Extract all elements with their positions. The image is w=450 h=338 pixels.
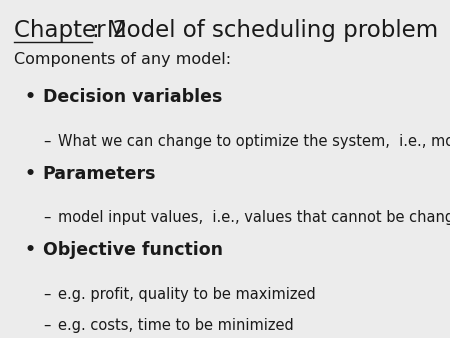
Text: model input values,  i.e., values that cannot be changed: model input values, i.e., values that ca…: [58, 210, 450, 225]
Text: : Model of scheduling problem: : Model of scheduling problem: [92, 19, 438, 42]
Text: –: –: [43, 210, 50, 225]
Text: Chapter 2: Chapter 2: [14, 19, 127, 42]
Text: e.g. profit, quality to be maximized: e.g. profit, quality to be maximized: [58, 287, 316, 302]
Text: •: •: [25, 241, 36, 259]
Text: –: –: [43, 134, 50, 148]
Text: e.g. costs, time to be minimized: e.g. costs, time to be minimized: [58, 318, 294, 333]
Text: •: •: [25, 165, 36, 183]
Text: Parameters: Parameters: [43, 165, 156, 183]
Text: Decision variables: Decision variables: [43, 88, 222, 106]
Text: Components of any model:: Components of any model:: [14, 52, 230, 67]
Text: What we can change to optimize the system,  i.e., model output: What we can change to optimize the syste…: [58, 134, 450, 148]
Text: •: •: [25, 88, 36, 106]
Text: –: –: [43, 318, 50, 333]
Text: –: –: [43, 287, 50, 302]
Text: Objective function: Objective function: [43, 241, 223, 259]
